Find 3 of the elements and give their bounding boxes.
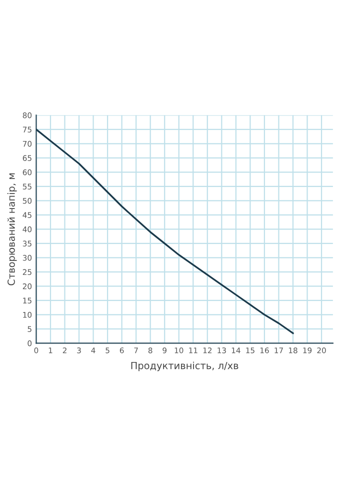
x-axis-title: Продуктивність, л/хв	[131, 362, 238, 372]
line-series	[36, 128, 294, 334]
y-axis-title: Створюваний напір, м	[7, 173, 17, 286]
